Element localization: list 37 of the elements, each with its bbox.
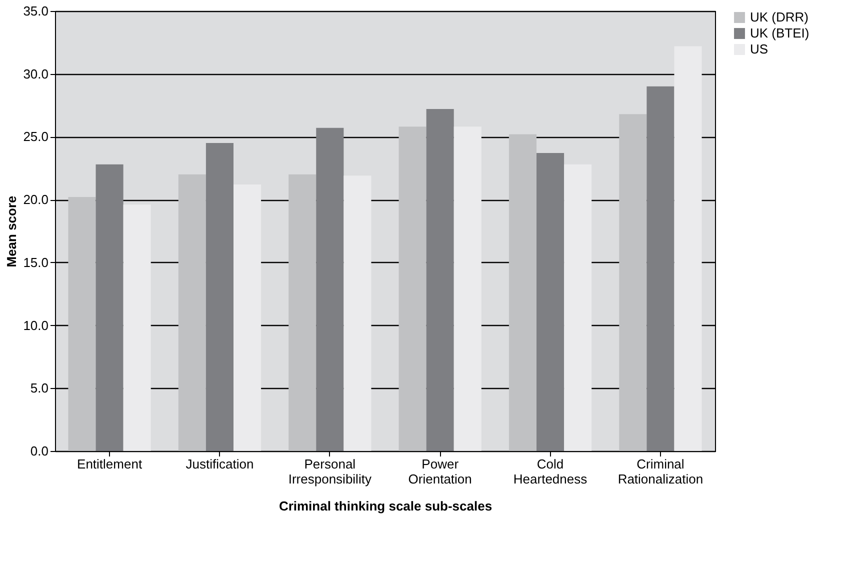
x-axis-title: Criminal thinking scale sub-scales — [278, 498, 492, 514]
bar — [344, 176, 372, 451]
bar — [564, 164, 592, 451]
bar — [674, 46, 702, 451]
bar — [398, 126, 426, 451]
bar — [288, 174, 316, 451]
y-tick-label: 35.0 — [23, 4, 48, 18]
x-tick-label: Power Orientation — [408, 456, 472, 486]
y-tick-label: 10.0 — [23, 318, 48, 333]
bar — [123, 204, 151, 451]
bar — [454, 126, 482, 451]
legend-label: US — [750, 42, 768, 56]
y-tick-label: 30.0 — [23, 66, 48, 82]
bar — [536, 153, 564, 451]
x-tick-label: Entitlement — [77, 456, 142, 472]
y-tick-label: 15.0 — [23, 254, 48, 270]
bar — [508, 134, 537, 451]
bar — [619, 114, 647, 451]
x-tick-label: Personal Irresponsibility — [288, 456, 372, 486]
y-tick-label: 25.0 — [23, 129, 48, 144]
legend-label: UK (DRR) — [750, 10, 808, 24]
bar — [96, 164, 124, 451]
y-tick-label: 5.0 — [30, 380, 48, 396]
x-tick-label: Criminal Rationalization — [618, 456, 704, 486]
bar — [646, 86, 674, 451]
y-tick-label: 20.0 — [23, 192, 48, 208]
bar — [426, 109, 454, 451]
x-tick-label: Cold Heartedness — [513, 456, 588, 486]
x-tick-label: Justification — [186, 456, 254, 472]
bar — [68, 197, 96, 451]
bar — [316, 128, 344, 451]
bar — [206, 143, 234, 451]
y-axis-title: Mean score — [4, 196, 20, 268]
bar — [233, 184, 262, 451]
y-tick-label: 0.0 — [30, 444, 48, 458]
legend-label: UK (BTEI) — [750, 26, 810, 40]
bar — [178, 174, 206, 451]
